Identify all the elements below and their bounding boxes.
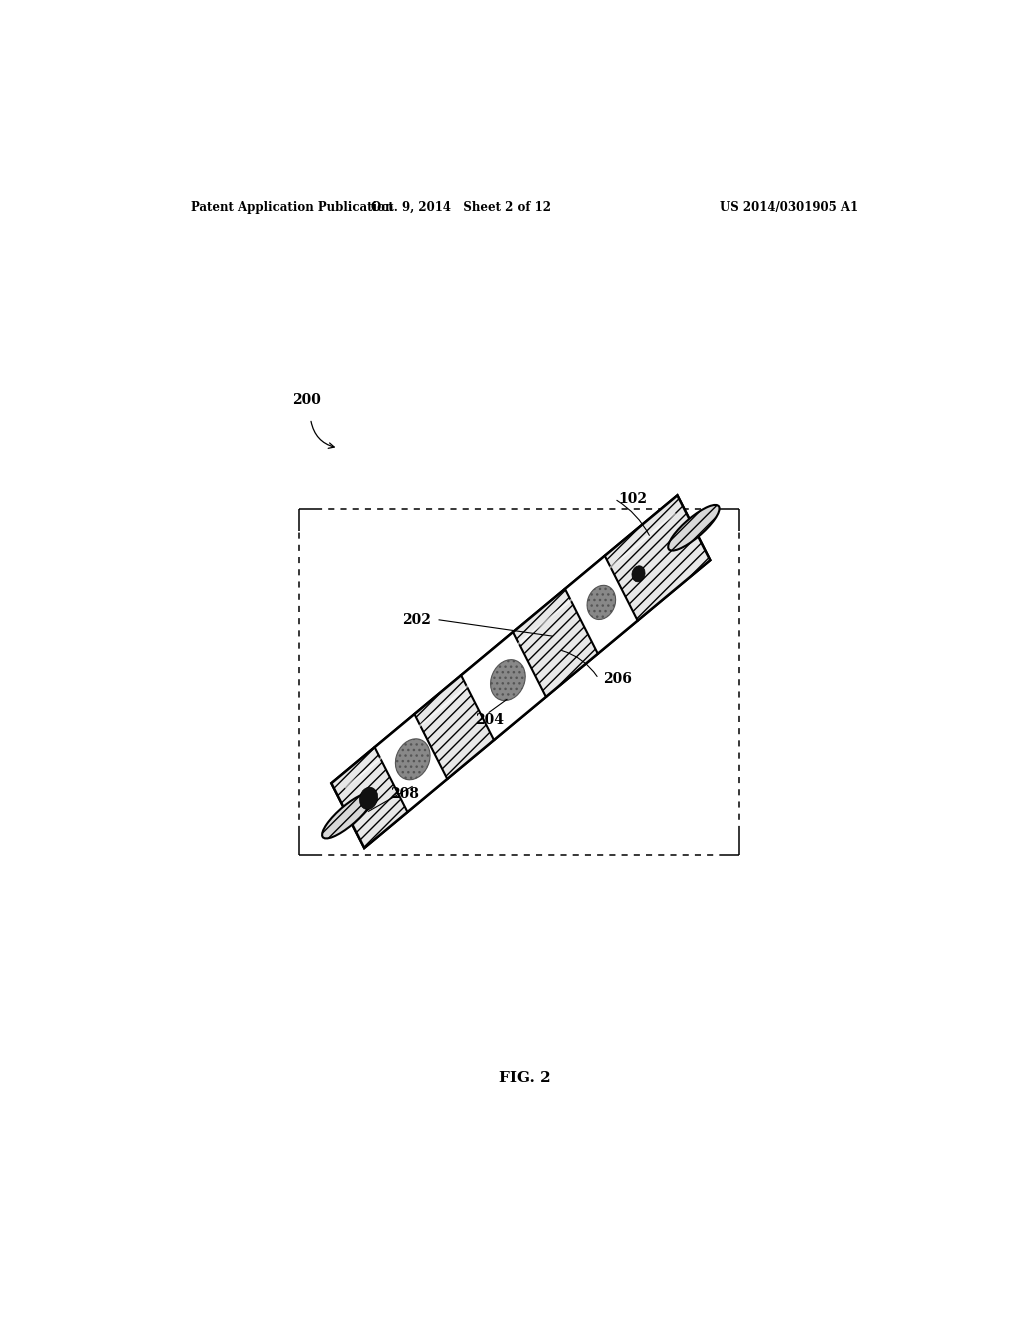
Ellipse shape bbox=[323, 793, 374, 838]
Polygon shape bbox=[605, 495, 711, 620]
Text: 208: 208 bbox=[390, 787, 419, 801]
Polygon shape bbox=[461, 632, 546, 741]
Polygon shape bbox=[332, 747, 408, 847]
Polygon shape bbox=[332, 495, 711, 847]
Text: Patent Application Publication: Patent Application Publication bbox=[191, 201, 394, 214]
Ellipse shape bbox=[669, 506, 720, 550]
Text: FIG. 2: FIG. 2 bbox=[499, 1072, 551, 1085]
Polygon shape bbox=[513, 589, 598, 697]
Text: 204: 204 bbox=[474, 714, 504, 727]
Text: 206: 206 bbox=[602, 672, 632, 686]
Polygon shape bbox=[565, 556, 638, 653]
Text: 200: 200 bbox=[292, 393, 321, 408]
Ellipse shape bbox=[490, 660, 525, 701]
Text: Oct. 9, 2014   Sheet 2 of 12: Oct. 9, 2014 Sheet 2 of 12 bbox=[372, 201, 551, 214]
Ellipse shape bbox=[587, 585, 615, 619]
Ellipse shape bbox=[632, 566, 645, 582]
Ellipse shape bbox=[359, 787, 378, 809]
Polygon shape bbox=[415, 676, 494, 779]
Text: 202: 202 bbox=[402, 612, 431, 627]
Polygon shape bbox=[375, 714, 447, 812]
Ellipse shape bbox=[395, 739, 430, 780]
Text: US 2014/0301905 A1: US 2014/0301905 A1 bbox=[720, 201, 858, 214]
Text: 102: 102 bbox=[618, 492, 647, 506]
